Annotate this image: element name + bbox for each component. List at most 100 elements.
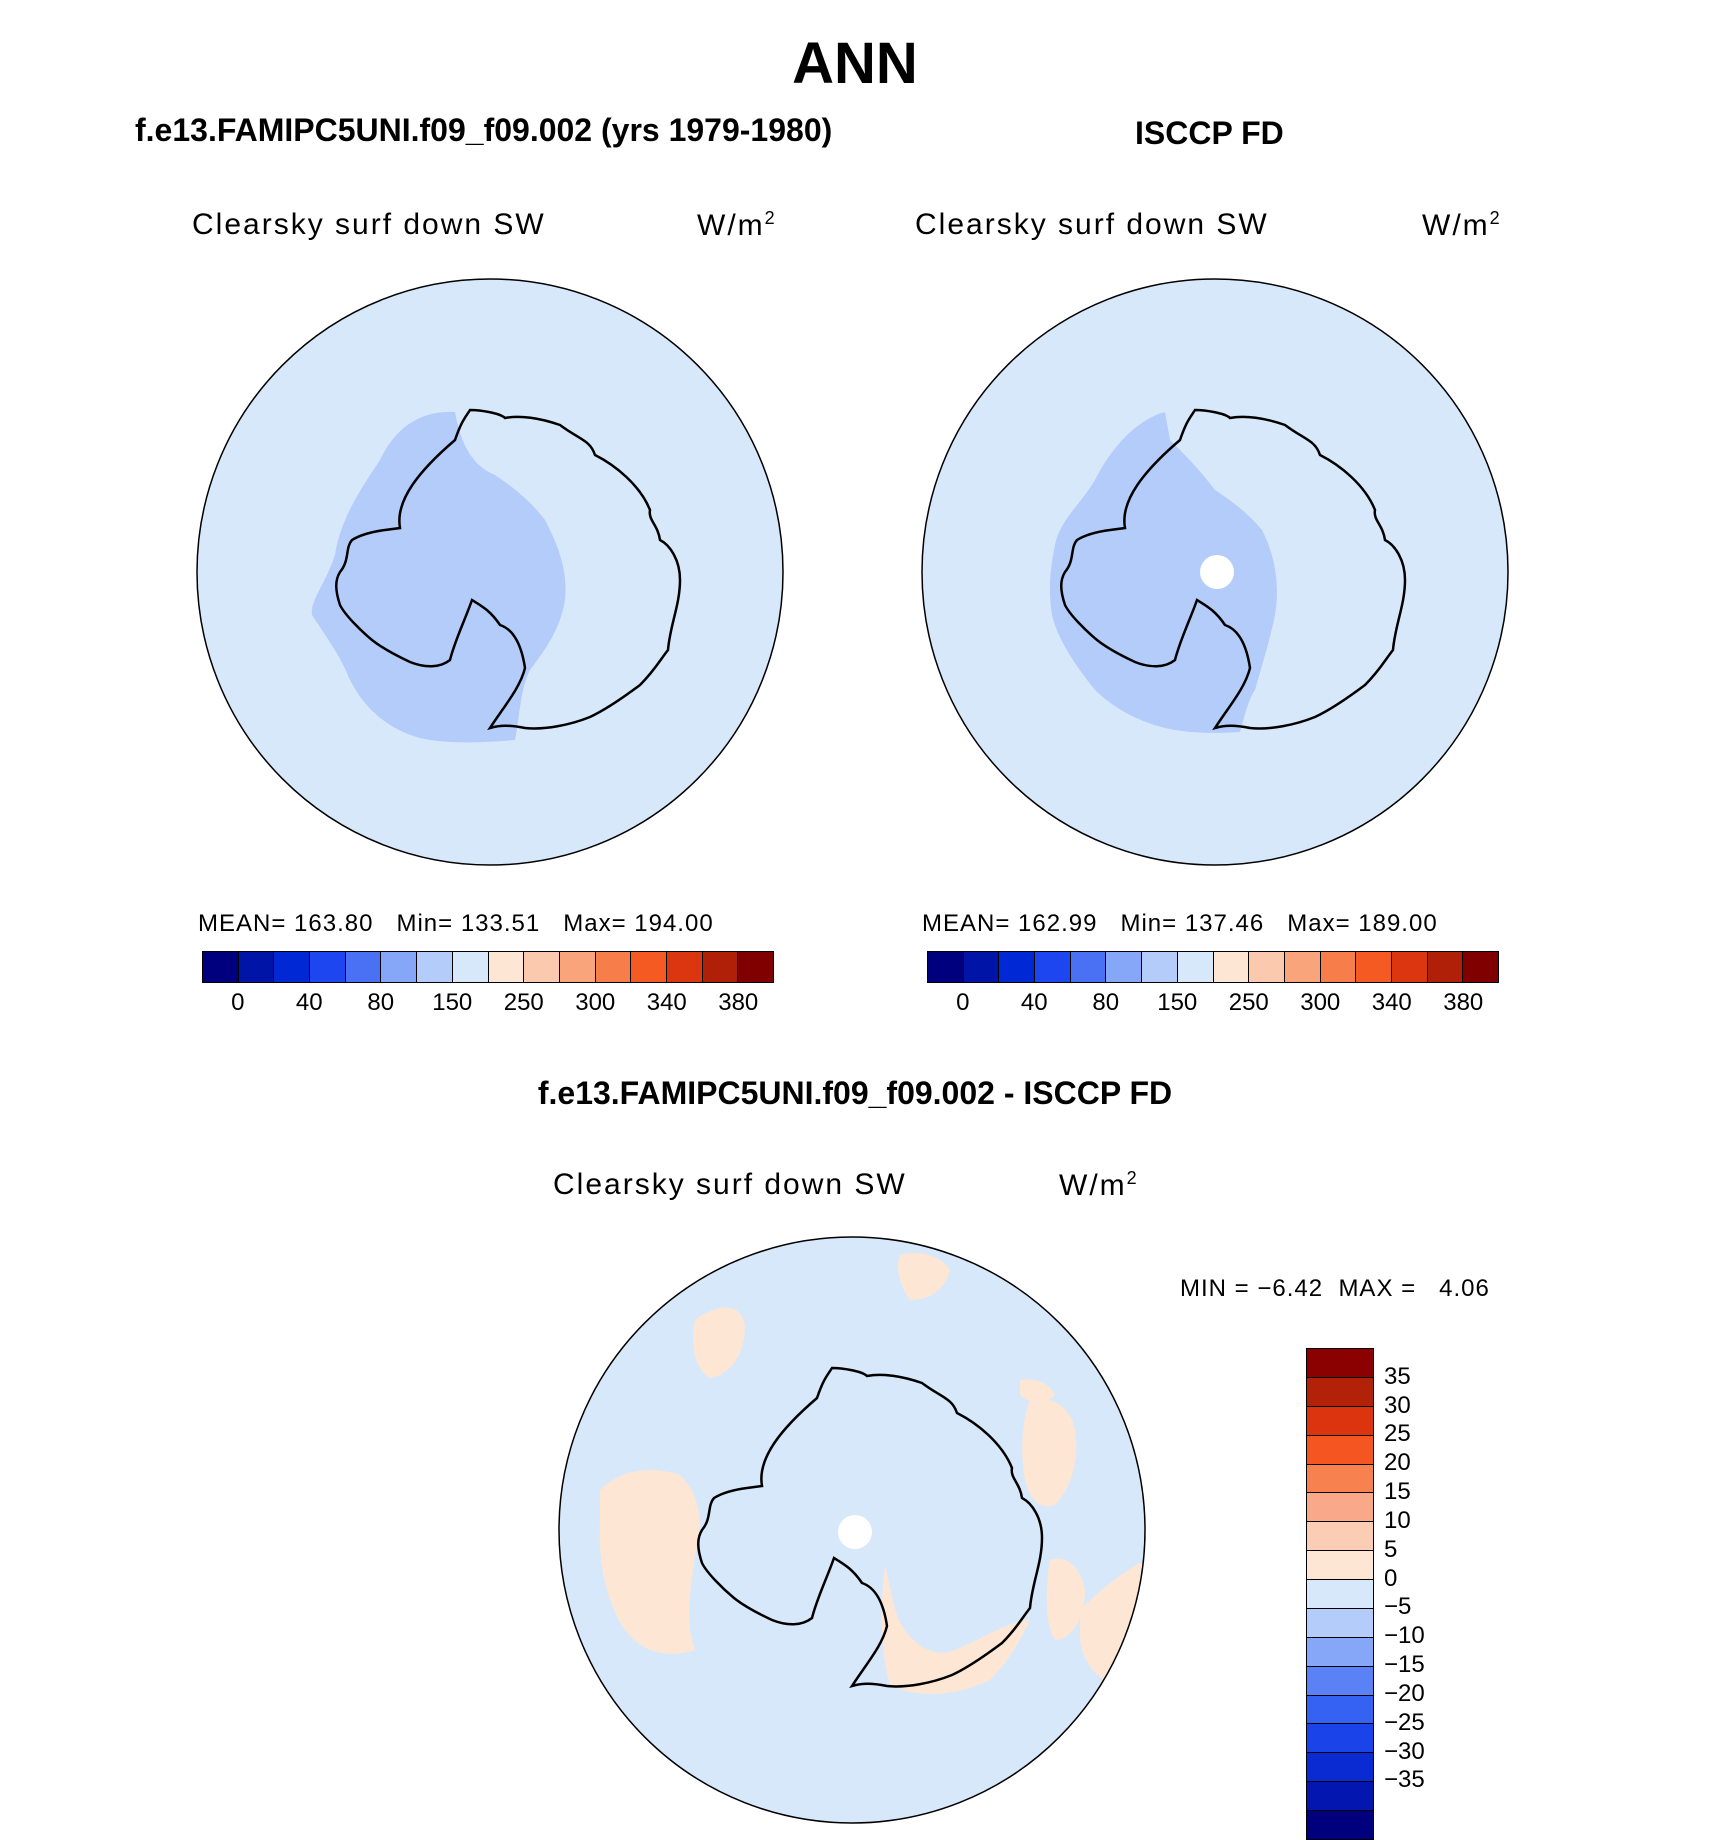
diff-coastline: [697, 1366, 1044, 1689]
diff-units-label: W/m2: [1059, 1168, 1139, 1202]
diff-colorbar: [1306, 1348, 1374, 1840]
colorbar-tick-label: −20: [1384, 1679, 1425, 1707]
obs-colorbar-swatches: [927, 951, 1499, 983]
colorbar-tick-label: 25: [1384, 1420, 1411, 1448]
obs-panel-title: ISCCP FD: [1135, 115, 1284, 151]
colorbar-tick-label: 5: [1384, 1535, 1398, 1563]
model-map-border: [196, 278, 784, 866]
colorbar-tick-label: 250: [503, 989, 544, 1016]
colorbar-swatch: [1307, 1637, 1373, 1667]
diff-panel-title: f.e13.FAMIPC5UNI.f09_f09.002 - ISCCP FD: [537, 1075, 1173, 1111]
colorbar-swatch: [1249, 952, 1285, 982]
diff-map: [559, 1237, 1145, 1823]
colorbar-swatch: [310, 952, 346, 982]
colorbar-swatch: [999, 952, 1036, 982]
model-colorbar-ticks: 0 40 80 150 250 300 340 380: [202, 983, 774, 1016]
colorbar-swatch: [1307, 1724, 1373, 1754]
colorbar-swatch: [1307, 1811, 1373, 1839]
colorbar-tick-label: 80: [1092, 989, 1120, 1016]
model-low-value-region: [311, 411, 566, 743]
model-stats: MEAN= 163.80 Min= 133.51 Max= 194.00: [198, 910, 714, 937]
colorbar-tick-label: 15: [1384, 1478, 1411, 1506]
colorbar-swatch: [488, 952, 525, 982]
colorbar-tick-label: 150: [432, 989, 473, 1016]
colorbar-tick-label: 150: [1157, 989, 1198, 1016]
colorbar-tick-label: 35: [1384, 1362, 1411, 1390]
colorbar-swatch: [1307, 1435, 1373, 1465]
colorbar-swatch: [1307, 1377, 1373, 1407]
colorbar-tick-label: 250: [1228, 989, 1269, 1016]
colorbar-swatch: [1356, 952, 1392, 982]
colorbar-swatch: [1307, 1608, 1373, 1638]
colorbar-swatch: [203, 952, 239, 982]
colorbar-tick-label: 300: [1300, 989, 1341, 1016]
model-panel-title: f.e13.FAMIPC5UNI.f09_f09.002 (yrs 1979-1…: [135, 112, 833, 148]
colorbar-swatch: [1142, 952, 1178, 982]
diff-variable-label: Clearsky surf down SW: [553, 1168, 907, 1201]
colorbar-swatch: [524, 952, 560, 982]
colorbar-tick-label: 30: [1384, 1391, 1411, 1419]
colorbar-swatch: [1070, 952, 1107, 982]
diff-colorbar-swatches: [1306, 1348, 1374, 1840]
colorbar-swatch: [1213, 952, 1250, 982]
colorbar-swatch: [1307, 1406, 1373, 1436]
colorbar-swatch: [1307, 1349, 1373, 1378]
colorbar-swatch: [1427, 952, 1464, 982]
obs-low-value-region: [1049, 412, 1277, 733]
colorbar-tick-label: −25: [1384, 1708, 1425, 1736]
colorbar-tick-label: 380: [1443, 989, 1484, 1016]
colorbar-swatch: [1307, 1753, 1373, 1783]
obs-map-border: [921, 278, 1509, 866]
colorbar-tick-label: 0: [956, 989, 970, 1016]
colorbar-swatch: [1463, 952, 1498, 982]
diff-map-border: [558, 1236, 1146, 1824]
obs-units-label: W/m2: [1422, 208, 1502, 242]
colorbar-swatch: [1307, 1464, 1373, 1494]
colorbar-swatch: [738, 952, 773, 982]
colorbar-swatch: [345, 952, 382, 982]
colorbar-tick-label: −10: [1384, 1622, 1425, 1650]
colorbar-tick-label: −30: [1384, 1737, 1425, 1765]
colorbar-tick-label: −5: [1384, 1593, 1412, 1621]
colorbar-tick-label: 300: [575, 989, 616, 1016]
colorbar-tick-label: 340: [646, 989, 687, 1016]
obs-missing-pole: [1200, 555, 1234, 589]
colorbar-swatch: [1391, 952, 1428, 982]
colorbar-swatch: [381, 952, 418, 982]
colorbar-swatch: [1307, 1493, 1373, 1523]
obs-map: [922, 279, 1508, 865]
colorbar-swatch: [238, 952, 275, 982]
colorbar-tick-label: 20: [1384, 1449, 1411, 1477]
colorbar-swatch: [559, 952, 596, 982]
obs-stats: MEAN= 162.99 Min= 137.46 Max= 189.00: [922, 910, 1438, 937]
obs-colorbar: 0 40 80 150 250 300 340 380: [927, 951, 1499, 1016]
obs-coastline: [1060, 408, 1407, 731]
colorbar-swatch: [1320, 952, 1357, 982]
colorbar-swatch: [595, 952, 632, 982]
colorbar-swatch: [631, 952, 667, 982]
model-units-label: W/m2: [697, 208, 777, 242]
obs-variable-label: Clearsky surf down SW: [915, 208, 1269, 241]
colorbar-tick-label: 40: [1020, 989, 1048, 1016]
model-map: [197, 279, 783, 865]
colorbar-swatch: [1307, 1695, 1373, 1725]
colorbar-tick-label: 10: [1384, 1506, 1411, 1534]
colorbar-tick-label: 380: [718, 989, 759, 1016]
colorbar-swatch: [666, 952, 703, 982]
diff-stats: MIN = −6.42 MAX = 4.06: [1180, 1275, 1490, 1302]
model-colorbar-swatches: [202, 951, 774, 983]
main-title: ANN: [792, 31, 918, 96]
colorbar-swatch: [1106, 952, 1143, 982]
colorbar-swatch: [1307, 1551, 1373, 1580]
colorbar-swatch: [1177, 952, 1214, 982]
colorbar-swatch: [1035, 952, 1071, 982]
colorbar-swatch: [1307, 1522, 1373, 1552]
colorbar-swatch: [702, 952, 739, 982]
model-variable-label: Clearsky surf down SW: [192, 208, 546, 241]
colorbar-swatch: [1307, 1782, 1373, 1811]
model-colorbar: 0 40 80 150 250 300 340 380: [202, 951, 774, 1016]
colorbar-swatch: [274, 952, 311, 982]
colorbar-tick-label: 80: [367, 989, 395, 1016]
colorbar-swatch: [417, 952, 453, 982]
